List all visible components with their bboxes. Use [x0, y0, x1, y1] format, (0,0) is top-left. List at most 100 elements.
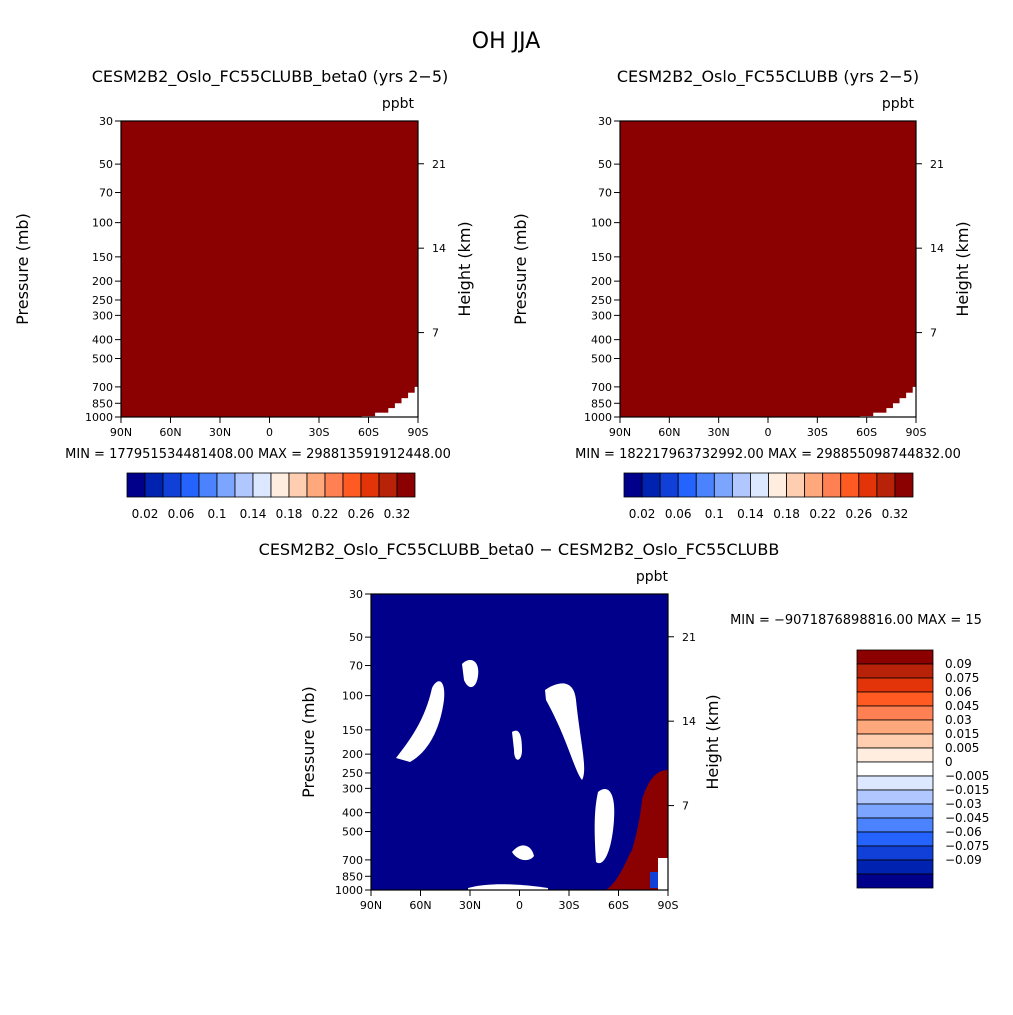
panel3-colorbar-label-6: 0.005 — [945, 741, 979, 755]
panel3-title: CESM2B2_Oslo_FC55CLUBB_beta0 − CESM2B2_O… — [259, 540, 780, 560]
panel3-near-zero-region-5 — [512, 845, 534, 861]
panel2-ylabel-right: Height (km) — [953, 221, 972, 316]
panel1-xtick-label-2: 30N — [209, 426, 231, 439]
panel3-ytick-label-9: 500 — [342, 825, 363, 838]
panel1-ytick-label-2: 70 — [99, 187, 113, 200]
panel1-field — [121, 121, 418, 417]
panel3-colorbar-label-5: 0.015 — [945, 727, 979, 741]
panel2-ytick-label-10: 700 — [591, 381, 612, 394]
panel2-xtick-label-4: 30S — [807, 426, 828, 439]
panel3-colorbar-label-8: −0.005 — [945, 769, 989, 783]
panel2-colorbar-box-6 — [731, 472, 751, 498]
panel3-group: CESM2B2_Oslo_FC55CLUBB_beta0 − CESM2B2_O… — [259, 540, 990, 912]
panel1-colorbar-label-5: 0.22 — [312, 507, 339, 521]
panel3-ytick-label-5: 200 — [342, 748, 363, 761]
panel3-ytick-label-10: 700 — [342, 854, 363, 867]
panel1-xtick-label-4: 30S — [309, 426, 330, 439]
panel3-colorbar-label-14: −0.09 — [945, 853, 982, 867]
panel3-colorbar-box-3 — [856, 691, 934, 707]
panel3-ytick-label-0: 30 — [349, 588, 363, 601]
panel1-colorbar-label-1: 0.06 — [168, 507, 195, 521]
panel1-htick-label-1: 14 — [432, 242, 446, 255]
panel3-colorbar-label-10: −0.03 — [945, 797, 982, 811]
panel3-colorbar-box-6 — [856, 733, 934, 749]
panel3-ytick-label-2: 70 — [349, 660, 363, 673]
panel2-colorbar-box-1 — [641, 472, 661, 498]
panel3-colorbar-label-0: 0.09 — [945, 657, 972, 671]
panel1-title: CESM2B2_Oslo_FC55CLUBB_beta0 (yrs 2−5) — [92, 67, 449, 87]
panel3-ytick-label-1: 50 — [349, 631, 363, 644]
panel1-ylabel-right: Height (km) — [455, 221, 474, 316]
panel1-colorbar-box-10 — [306, 472, 326, 498]
panel2-xtick-label-3: 0 — [765, 426, 772, 439]
panel2-htick-label-1: 14 — [930, 242, 944, 255]
panel1-ytick-label-0: 30 — [99, 115, 113, 128]
panel3-stats: MIN = −9071876898816.00 MAX = 15 — [730, 613, 982, 628]
panel1-colorbar-label-7: 0.32 — [384, 507, 411, 521]
panel3-colorbar-label-7: 0 — [945, 755, 953, 769]
panel3-colorbar-box-2 — [856, 677, 934, 693]
panel2-colorbar-box-15 — [894, 472, 914, 498]
panel1-missing-5 — [375, 412, 418, 417]
panel3-colorbar-box-4 — [856, 705, 934, 721]
panel3-colorbar-box-11 — [856, 803, 934, 819]
panel2-colorbar-label-7: 0.32 — [882, 507, 909, 521]
panel2-group: CESM2B2_Oslo_FC55CLUBB (yrs 2−5) ppbt 90N 6… — [511, 67, 972, 521]
panel3-colorbar-box-13 — [856, 831, 934, 847]
panel2-colorbar-label-0: 0.02 — [629, 507, 656, 521]
panel2-htick-label-0: 21 — [930, 158, 944, 171]
panel2-xtick-label-2: 30N — [708, 426, 730, 439]
figure-title: OH JJA — [472, 29, 541, 54]
panel1-ytick-label-7: 300 — [92, 309, 113, 322]
panel3-ytick-label-11: 850 — [342, 870, 363, 883]
panel1-colorbar-box-0 — [126, 472, 146, 498]
panel3-colorbar-label-4: 0.03 — [945, 713, 972, 727]
panel3-ylabel-right: Height (km) — [703, 694, 722, 789]
panel3-htick-label-1: 14 — [682, 715, 696, 728]
panel1-ytick-label-5: 200 — [92, 275, 113, 288]
panel2-colorbar-label-4: 0.18 — [773, 507, 800, 521]
panel2-units: ppbt — [882, 96, 915, 112]
panel1-colorbar-box-8 — [270, 472, 290, 498]
panel3-missing-0 — [658, 858, 668, 890]
panel2-colorbar-box-3 — [677, 472, 697, 498]
panel2-colorbar-box-12 — [840, 472, 860, 498]
panel1-xtick-label-1: 60N — [159, 426, 181, 439]
panel1-ytick-label-8: 400 — [92, 334, 113, 347]
panel1-colorbar-label-6: 0.26 — [348, 507, 375, 521]
panel1-colorbar-box-15 — [396, 472, 416, 498]
panel3-colorbar-box-12 — [856, 817, 934, 833]
panel2-colorbar-box-8 — [768, 472, 787, 498]
panel3-xtick-label-5: 60S — [608, 899, 629, 912]
panel3-colorbar-box-14 — [856, 845, 934, 861]
panel2-colorbar-label-3: 0.14 — [737, 507, 764, 521]
panel2-field — [620, 121, 916, 417]
panel1-ytick-label-12: 1000 — [85, 411, 113, 424]
panel1-ytick-label-4: 150 — [92, 251, 113, 264]
panel2-xtick-label-1: 60N — [658, 426, 680, 439]
panel2-missing-5 — [873, 412, 916, 417]
panel2-colorbar-label-6: 0.26 — [845, 507, 872, 521]
panel3-htick-label-2: 7 — [682, 800, 689, 813]
panel3-ytick-label-8: 400 — [342, 807, 363, 820]
panel1-xtick-label-0: 90N — [110, 426, 132, 439]
panel3-near-zero-region-1 — [462, 660, 479, 688]
panel2-htick-label-2: 7 — [930, 327, 937, 340]
panel3-colorbar-box-7 — [856, 747, 934, 763]
panel3-colorbar-box-16 — [856, 873, 934, 889]
panel3-ytick-label-12: 1000 — [335, 884, 363, 897]
panel3-colorbar-label-3: 0.045 — [945, 699, 979, 713]
panel1-colorbar-box-4 — [198, 472, 218, 498]
panel3-xtick-label-3: 0 — [516, 899, 523, 912]
panel3-near-zero-region-2 — [545, 683, 585, 780]
panel3-colorbar-label-11: −0.045 — [945, 811, 989, 825]
panel3-colorbar-box-1 — [856, 663, 934, 679]
panel3-near-zero-region-6 — [468, 884, 548, 890]
panel2-colorbar-box-2 — [659, 472, 679, 498]
panel3-ytick-label-6: 250 — [342, 767, 363, 780]
panel2-colorbar-box-11 — [822, 472, 842, 498]
panel3-colorbar-label-12: −0.06 — [945, 825, 982, 839]
panel1-colorbar-box-3 — [180, 472, 200, 498]
panel3-colorbar-box-5 — [856, 719, 934, 735]
